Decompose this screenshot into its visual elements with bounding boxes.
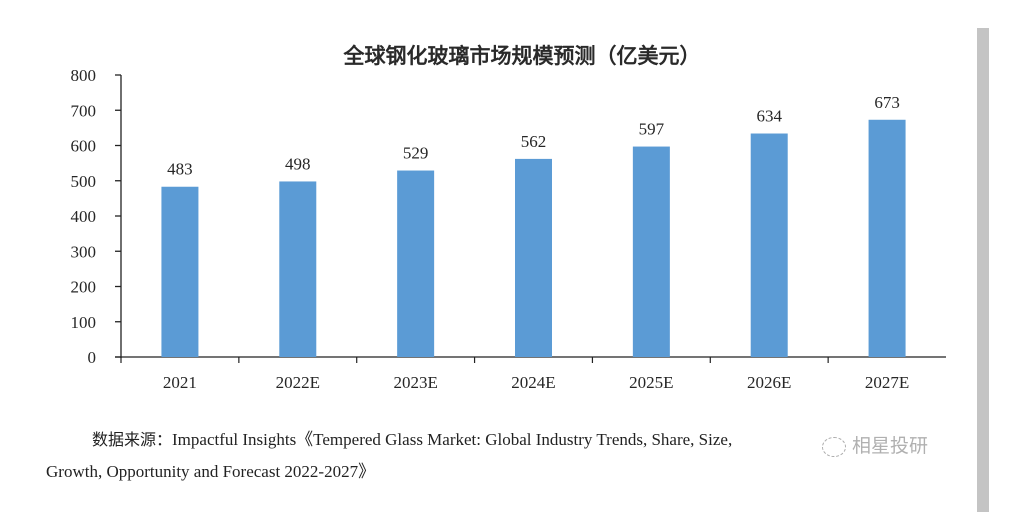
x-tick-label: 2025E (629, 373, 673, 392)
x-tick-label: 2023E (393, 373, 437, 392)
bar (750, 133, 788, 357)
source-line-2: Growth, Opportunity and Forecast 2022-20… (46, 462, 376, 481)
source-text-1: Impactful Insights《Tempered Glass Market… (172, 430, 733, 449)
bars: 483 498 529 562 597 634 673 (161, 93, 906, 357)
y-tick-label: 400 (71, 207, 97, 226)
bar (632, 146, 670, 357)
y-tick-label: 600 (71, 137, 97, 156)
bar (397, 170, 435, 357)
watermark: 相星投研 (822, 431, 928, 458)
x-tick-label: 2022E (276, 373, 320, 392)
source-line-1: 数据来源：Impactful Insights《Tempered Glass M… (30, 424, 970, 456)
y-tick-label: 700 (71, 101, 97, 120)
bar (161, 186, 199, 357)
wechat-icon (822, 436, 846, 457)
x-tick-label: 2027E (865, 373, 909, 392)
x-tick-label: 2026E (747, 373, 791, 392)
bar (279, 181, 317, 357)
y-tick-label: 500 (71, 172, 97, 191)
x-axis: 2021 2022E 2023E 2024E 2025E 2026E 2027E (115, 356, 946, 392)
vertical-scrollbar[interactable] (977, 28, 989, 512)
source-prefix: 数据来源： (92, 430, 173, 449)
y-axis: 0 100 200 300 400 500 600 700 800 (71, 66, 122, 367)
source-note: 数据来源：Impactful Insights《Tempered Glass M… (30, 424, 970, 488)
chart-title: 全球钢化玻璃市场规模预测（亿美元） (343, 44, 701, 68)
data-label: 673 (874, 93, 900, 112)
bar-chart: 全球钢化玻璃市场规模预测（亿美元） 0 100 200 300 400 500 600 700… (71, 44, 946, 392)
data-label: 498 (285, 154, 311, 173)
data-label: 597 (639, 120, 665, 139)
x-tick-label: 2021 (163, 373, 197, 392)
watermark-text: 相星投研 (852, 435, 929, 457)
data-label: 634 (756, 107, 782, 126)
data-label: 529 (403, 144, 429, 163)
data-label: 562 (521, 132, 547, 151)
y-tick-label: 300 (71, 242, 97, 261)
bar (868, 119, 906, 357)
y-tick-label: 200 (71, 278, 97, 297)
y-tick-label: 100 (71, 313, 97, 332)
bar (515, 158, 552, 357)
x-tick-label: 2024E (511, 373, 555, 392)
y-tick-label: 800 (71, 66, 97, 85)
y-tick-label: 0 (88, 348, 97, 367)
data-label: 483 (167, 160, 193, 179)
